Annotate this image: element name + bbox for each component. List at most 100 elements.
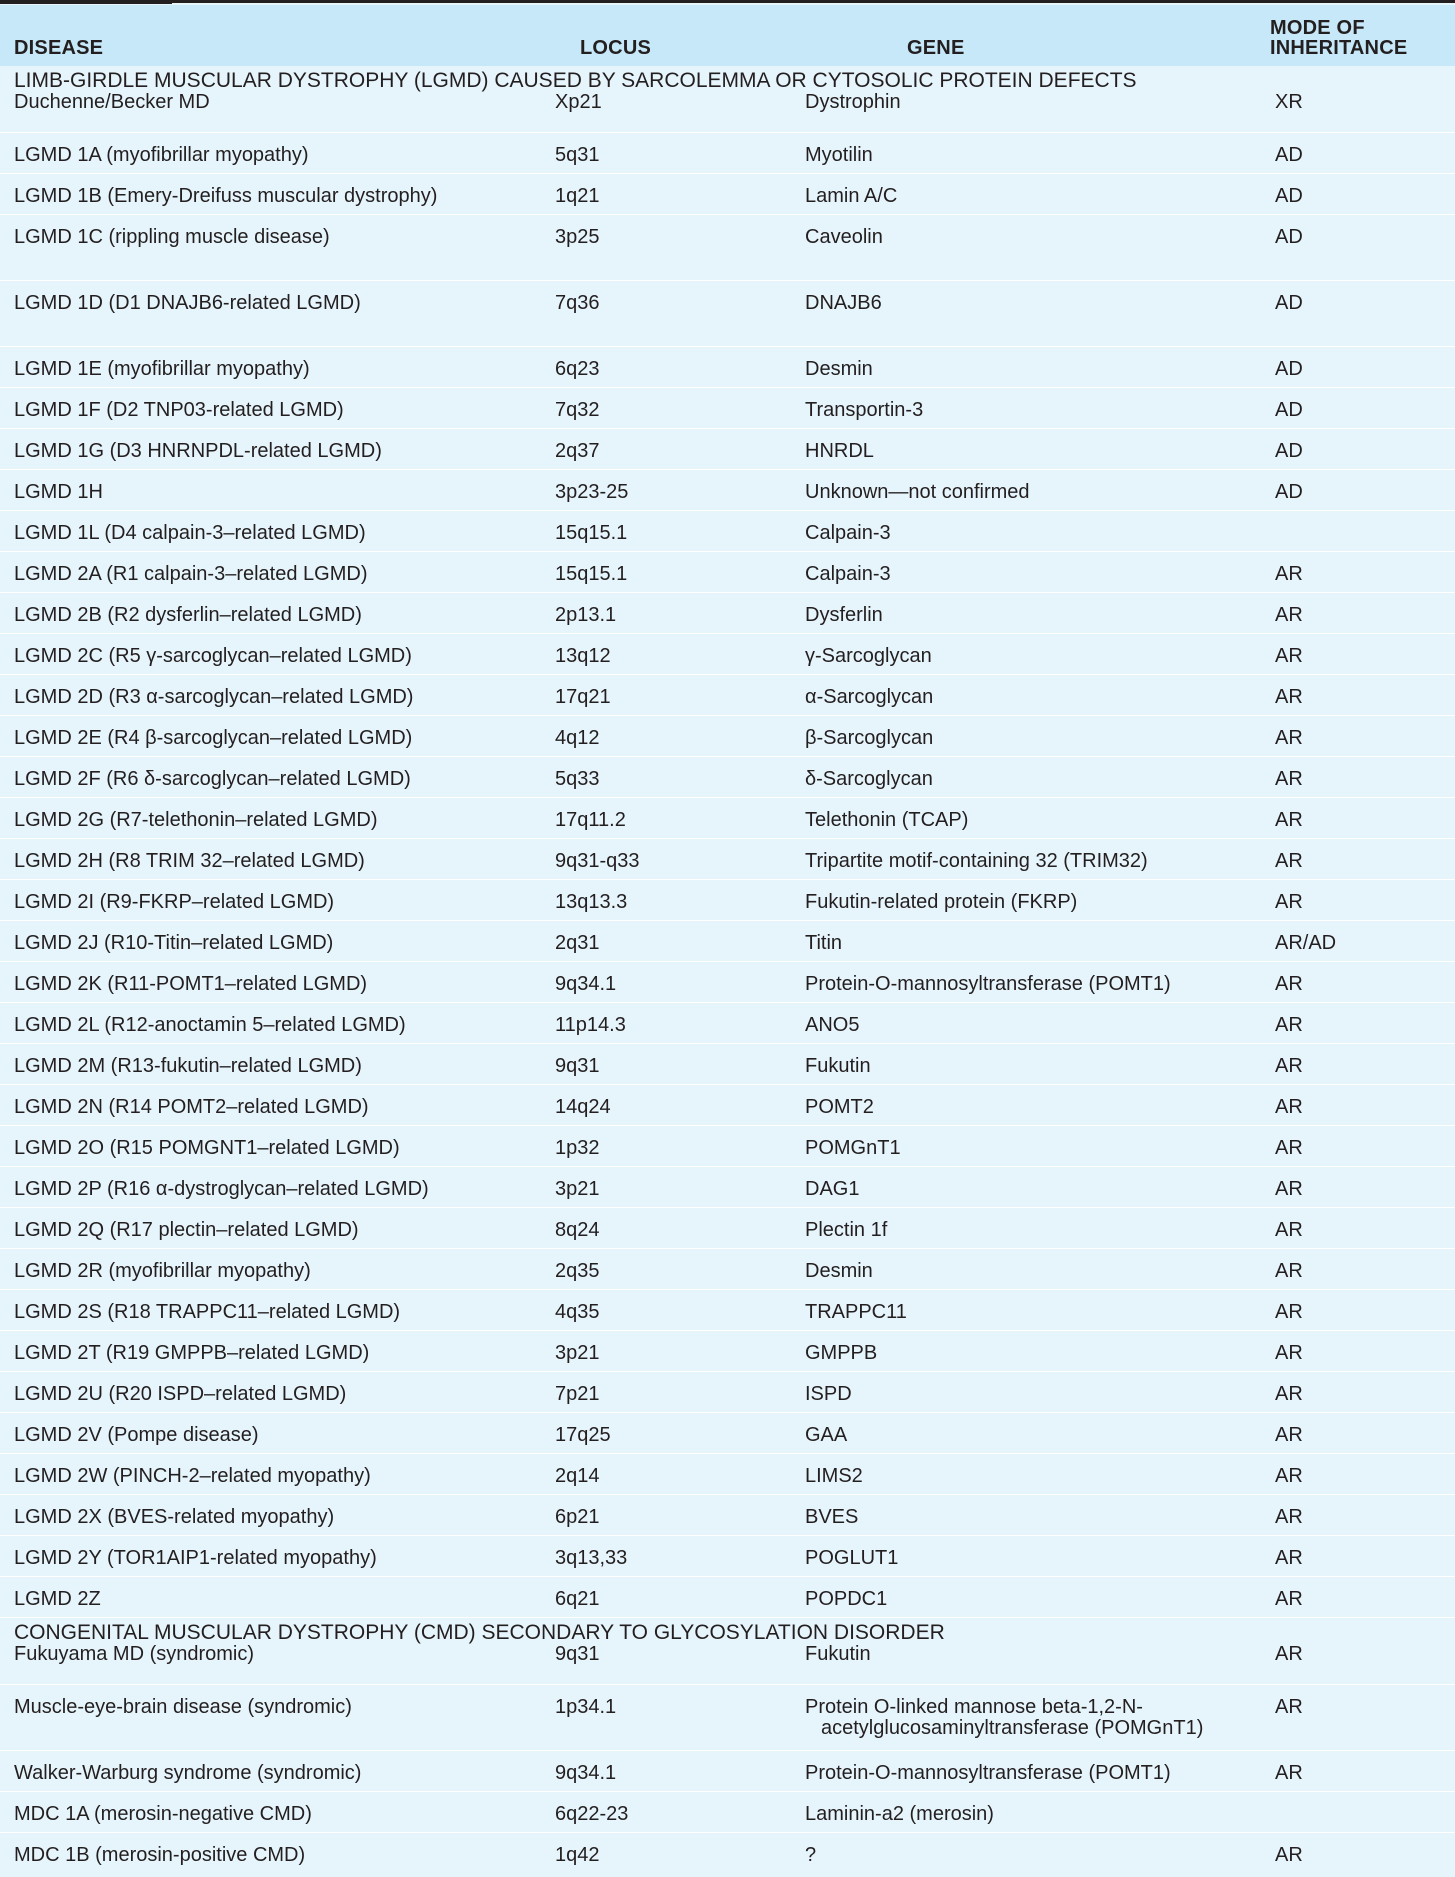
cell-locus-gene: 15q15.1 Calpain-3 (555, 510, 1260, 552)
cell-locus: 9q31 (555, 1643, 600, 1665)
cell-locus-gene: 15q15.1 Calpain-3 (555, 551, 1260, 593)
table-row: LGMD 2I (R9-FKRP–related LGMD) 13q13.3 Fuk… (0, 879, 1455, 921)
cell-disease: Fukuyama MD (syndromic) (0, 1644, 555, 1685)
table-row: LGMD 2F (R6 δ-sarcoglycan–related LGMD) 5… (0, 756, 1455, 798)
cell-locus: 6q23 (555, 358, 600, 380)
table-row: LGMD 1F (D2 TNP03-related LGMD) 7q32 Trans… (0, 387, 1455, 429)
section-header-row: CONGENITAL MUSCULAR DYSTROPHY (CMD) SECO… (0, 1618, 1455, 1645)
cell-locus-gene: 2p13.1 Dysferlin (555, 592, 1260, 634)
table-row: LGMD 2V (Pompe disease) 17q25 GAA AR (0, 1412, 1455, 1454)
cell-locus: Xp21 (555, 91, 602, 113)
cell-locus-gene: 6q22-23 Laminin-a2 (merosin) (555, 1791, 1260, 1833)
cell-mode: AD (1260, 173, 1455, 215)
cell-mode: AD (1260, 280, 1455, 347)
cell-mode: AD (1260, 346, 1455, 388)
top-rule (0, 0, 1455, 3)
cell-disease: LGMD 2I (R9-FKRP–related LGMD) (0, 879, 555, 921)
cell-disease: LGMD 2E (R4 β-sarcoglycan–related LGMD) (0, 715, 555, 757)
cell-locus: 7q36 (555, 292, 600, 314)
cell-locus: 13q12 (555, 645, 611, 667)
cell-disease: MDC 1A (merosin-negative CMD) (0, 1791, 555, 1833)
cell-locus: 6p21 (555, 1506, 600, 1528)
cell-mode: AR (1260, 1125, 1455, 1167)
table-row: LGMD 2Q (R17 plectin–related LGMD) 8q24 Pl… (0, 1207, 1455, 1249)
table-row: Muscle-eye-brain disease (syndromic) 1p34… (0, 1684, 1455, 1751)
cell-mode: AR (1260, 592, 1455, 634)
cell-gene: LIMS2 (805, 1465, 863, 1487)
table-row: LGMD 2W (PINCH-2–related myopathy) 2q14 LI… (0, 1453, 1455, 1495)
cell-locus: 7p21 (555, 1383, 600, 1405)
table-row: LGMD 1L (D4 calpain-3–related LGMD) 15q15… (0, 510, 1455, 552)
cell-gene: Protein-O-mannosyltransferase (POMT1) (805, 973, 1171, 995)
cell-mode: AR (1260, 961, 1455, 1003)
cell-disease: LGMD 2J (R10-Titin–related LGMD) (0, 920, 555, 962)
cell-gene: Laminin-a2 (merosin) (805, 1803, 994, 1825)
cell-gene: Plectin 1f (805, 1219, 888, 1241)
cell-disease: LGMD 2A (R1 calpain-3–related LGMD) (0, 551, 555, 593)
cell-disease: LGMD 1E (myofibrillar myopathy) (0, 346, 555, 388)
cell-locus-gene: 8q24 Plectin 1f (555, 1207, 1260, 1249)
cell-locus: 2q14 (555, 1465, 600, 1487)
cell-disease: LGMD 2L (R12-anoctamin 5–related LGMD) (0, 1002, 555, 1044)
cell-disease: LGMD 1F (D2 TNP03-related LGMD) (0, 387, 555, 429)
table-row: LGMD 2Z 6q21 POPDC1 AR (0, 1576, 1455, 1618)
table-row: LGMD 1B (Emery-Dreifuss muscular dystrop… (0, 173, 1455, 215)
table-row: LGMD 2B (R2 dysferlin–related LGMD) 2p13.… (0, 592, 1455, 634)
cell-mode: AR (1260, 1750, 1455, 1792)
cell-mode: AR/AD (1260, 920, 1455, 962)
cell-gene: GAA (805, 1424, 848, 1446)
cell-disease: LGMD 2O (R15 POMGNT1–related LGMD) (0, 1125, 555, 1167)
cell-locus: 2q31 (555, 932, 600, 954)
cell-locus-gene: 2q37 HNRDL (555, 428, 1260, 470)
section-title: LIMB-GIRDLE MUSCULAR DYSTROPHY (LGMD) CA… (14, 69, 1137, 92)
cell-gene: ? (805, 1844, 817, 1866)
cell-locus-gene: 3p25 Caveolin (555, 214, 1260, 281)
cell-locus-gene: 7q36 DNAJB6 (555, 280, 1260, 347)
cell-disease: Muscle-eye-brain disease (syndromic) (0, 1684, 555, 1751)
cell-locus: 7q32 (555, 399, 600, 421)
table-row: LGMD 2K (R11-POMT1–related LGMD) 9q34.1 Pr… (0, 961, 1455, 1003)
cell-locus: 8q24 (555, 1219, 600, 1241)
cell-disease: Walker-Warburg syndrome (syndromic) (0, 1750, 555, 1792)
cell-gene: POMGnT1 (805, 1137, 901, 1159)
header-locus: LOCUS (580, 37, 651, 59)
table-row: LGMD 2N (R14 POMT2–related LGMD) 14q24 POM… (0, 1084, 1455, 1126)
cell-locus-gene: 1p34.1 Protein O-linked mannose beta-1,2-… (555, 1684, 1260, 1751)
cell-disease: LGMD 1A (myofibrillar myopathy) (0, 132, 555, 174)
cell-locus: 3p21 (555, 1178, 600, 1200)
cell-gene: Tripartite motif-containing 32 (TRIM32) (805, 850, 1148, 872)
cell-mode: AR (1260, 1166, 1455, 1208)
cell-gene: Calpain-3 (805, 522, 891, 544)
cell-mode: AR (1260, 1371, 1455, 1413)
cell-mode: AR (1260, 551, 1455, 593)
cell-locus-gene: 13q12 γ-Sarcoglycan (555, 633, 1260, 675)
cell-mode: AR (1260, 797, 1455, 839)
cell-mode: AR (1275, 1844, 1303, 1866)
table-row: MDC 1B (merosin-positive CMD) 1q42? AR (0, 1833, 1455, 1876)
cell-gene: DAG1 (805, 1178, 860, 1200)
cell-gene: HNRDL (805, 440, 874, 462)
cell-locus-gene: 9q34.1 Protein-O-mannosyltransferase (POM… (555, 961, 1260, 1003)
cell-disease: LGMD 2V (Pompe disease) (0, 1412, 555, 1454)
cell-disease: LGMD 2K (R11-POMT1–related LGMD) (0, 961, 555, 1003)
cell-mode: AR (1260, 756, 1455, 798)
cell-locus-gene: 2q14 LIMS2 (555, 1453, 1260, 1495)
cell-disease: LGMD 1D (D1 DNAJB6-related LGMD) (0, 280, 555, 347)
table-row: LGMD 2P (R16 α-dystroglycan–related LGMD… (0, 1166, 1455, 1208)
cell-locus: 3p23-25 (555, 481, 629, 503)
cell-locus-gene: 7p21 ISPD (555, 1371, 1260, 1413)
table-row: LGMD 2L (R12-anoctamin 5–related LGMD) 11… (0, 1002, 1455, 1044)
cell-locus: 2q35 (555, 1260, 600, 1282)
cell-gene: Myotilin (805, 144, 873, 166)
table-row: LGMD 2X (BVES-related myopathy) 6p21 BVES A… (0, 1494, 1455, 1536)
cell-mode: AD (1260, 428, 1455, 470)
cell-gene: Dysferlin (805, 604, 883, 626)
table-body: LIMB-GIRDLE MUSCULAR DYSTROPHY (LGMD) CA… (0, 66, 1455, 1875)
table-row: LGMD 1E (myofibrillar myopathy) 6q23 Desmi… (0, 346, 1455, 388)
cell-disease: LGMD 2C (R5 γ-sarcoglycan–related LGMD) (0, 633, 555, 675)
table-row: LGMD 2T (R19 GMPPB–related LGMD) 3p21 GMPP… (0, 1330, 1455, 1372)
cell-locus: 11p14.3 (555, 1014, 626, 1036)
cell-gene: γ-Sarcoglycan (805, 645, 932, 667)
cell-gene: Fukutin (805, 1643, 871, 1665)
cell-locus-gene: 5q33 δ-Sarcoglycan (555, 756, 1260, 798)
